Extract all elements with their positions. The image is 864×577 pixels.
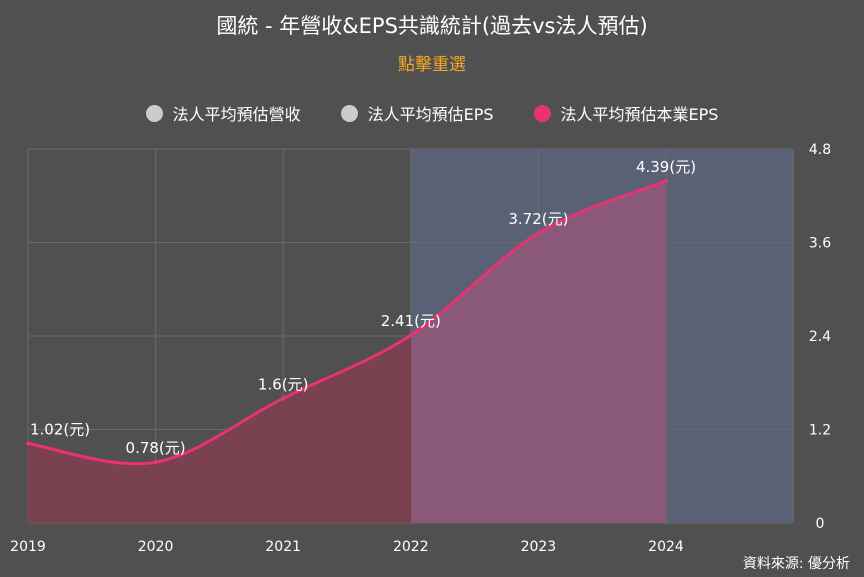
x-tick-label: 2024 [648, 539, 684, 555]
legend-item-eps[interactable]: 法人平均預估EPS [340, 101, 494, 125]
y-tick-label: 4.8 [809, 142, 831, 158]
data-label: 4.39(元) [636, 158, 696, 176]
data-label: 3.72(元) [508, 210, 568, 228]
legend-label: 法人平均預估本業EPS [560, 105, 719, 124]
y-tick-label: 2.4 [809, 329, 831, 345]
data-label: 1.02(元) [30, 421, 90, 439]
reset-selection-button[interactable]: 點擊重選 [398, 55, 466, 75]
y-tick-label: 1.2 [809, 423, 831, 439]
legend-item-revenue[interactable]: 法人平均預估營收 [145, 101, 301, 125]
legend-item-core-eps[interactable]: 法人平均預估本業EPS [533, 101, 719, 125]
chart-title: 國統 - 年營收&EPS共識統計(過去vs法人預估) [216, 14, 648, 38]
legend-dot-icon [145, 104, 163, 122]
x-tick-label: 2023 [521, 539, 557, 555]
x-tick-label: 2019 [10, 539, 46, 555]
data-point [664, 178, 668, 183]
x-tick-label: 2021 [265, 539, 301, 555]
data-source: 資料來源: 優分析 [742, 556, 850, 572]
data-label: 2.41(元) [381, 312, 441, 330]
y-tick-label: 0 [816, 516, 825, 532]
legend-label: 法人平均預估營收 [172, 105, 301, 124]
series-area [28, 180, 666, 523]
x-tick-label: 2022 [393, 539, 429, 555]
data-point [536, 231, 541, 236]
data-point [26, 441, 30, 446]
data-label: 0.78(元) [126, 439, 186, 457]
y-tick-label: 3.6 [809, 236, 831, 252]
data-label: 1.6(元) [258, 375, 309, 393]
data-point [153, 460, 158, 465]
legend-label: 法人平均預估EPS [367, 105, 494, 124]
legend-dot-icon [340, 104, 358, 122]
series-line [27, 179, 667, 466]
legend-dot-icon [533, 104, 551, 122]
data-point [408, 333, 413, 338]
x-tick-label: 2020 [138, 539, 174, 555]
legend: 法人平均預估營收 法人平均預估EPS 法人平均預估本業EPS [0, 101, 864, 125]
data-point [281, 396, 286, 401]
